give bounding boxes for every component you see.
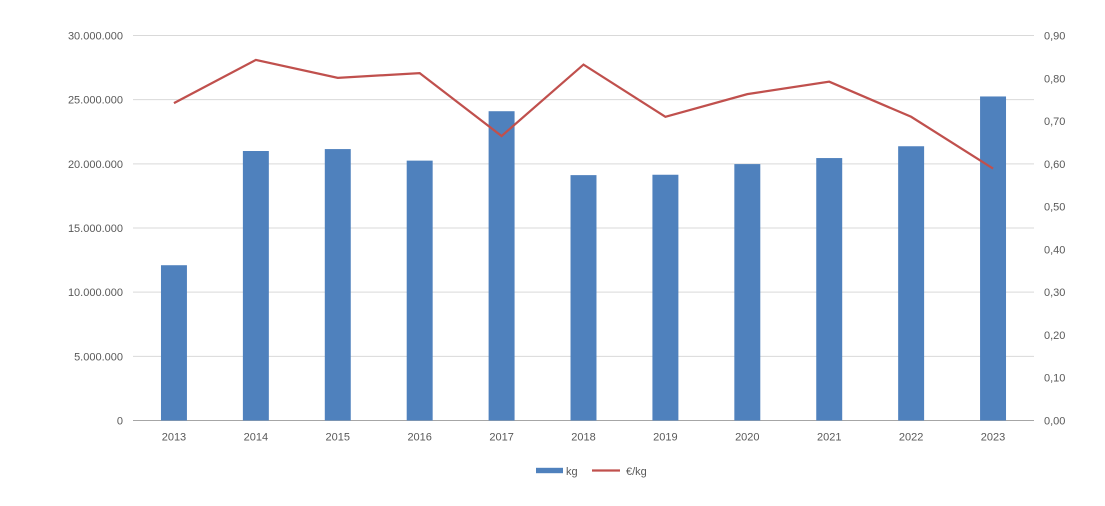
svg-text:0,80: 0,80: [1044, 73, 1065, 85]
svg-text:10.000.000: 10.000.000: [68, 287, 123, 299]
svg-text:kg: kg: [566, 466, 578, 478]
svg-text:15.000.000: 15.000.000: [68, 223, 123, 235]
svg-text:2016: 2016: [407, 432, 431, 444]
svg-text:0,70: 0,70: [1044, 116, 1065, 128]
svg-text:0,60: 0,60: [1044, 159, 1065, 171]
svg-text:30.000.000: 30.000.000: [68, 31, 123, 43]
svg-text:0,00: 0,00: [1044, 416, 1065, 428]
svg-text:2018: 2018: [571, 432, 595, 444]
svg-text:5.000.000: 5.000.000: [74, 351, 123, 363]
svg-text:€/kg: €/kg: [626, 466, 647, 478]
svg-text:2023: 2023: [981, 432, 1005, 444]
svg-text:2021: 2021: [817, 432, 841, 444]
svg-text:0,90: 0,90: [1044, 31, 1065, 43]
svg-text:0,30: 0,30: [1044, 287, 1065, 299]
svg-text:0,20: 0,20: [1044, 330, 1065, 342]
svg-text:0,40: 0,40: [1044, 244, 1065, 256]
svg-text:2013: 2013: [162, 432, 186, 444]
svg-text:2015: 2015: [326, 432, 350, 444]
svg-text:25.000.000: 25.000.000: [68, 95, 123, 107]
svg-text:0: 0: [117, 416, 123, 428]
svg-text:2017: 2017: [489, 432, 513, 444]
svg-text:2022: 2022: [899, 432, 923, 444]
svg-text:0,50: 0,50: [1044, 202, 1065, 214]
svg-text:20.000.000: 20.000.000: [68, 159, 123, 171]
svg-text:2019: 2019: [653, 432, 677, 444]
svg-text:0,10: 0,10: [1044, 373, 1065, 385]
svg-text:2020: 2020: [735, 432, 759, 444]
svg-text:2014: 2014: [244, 432, 268, 444]
